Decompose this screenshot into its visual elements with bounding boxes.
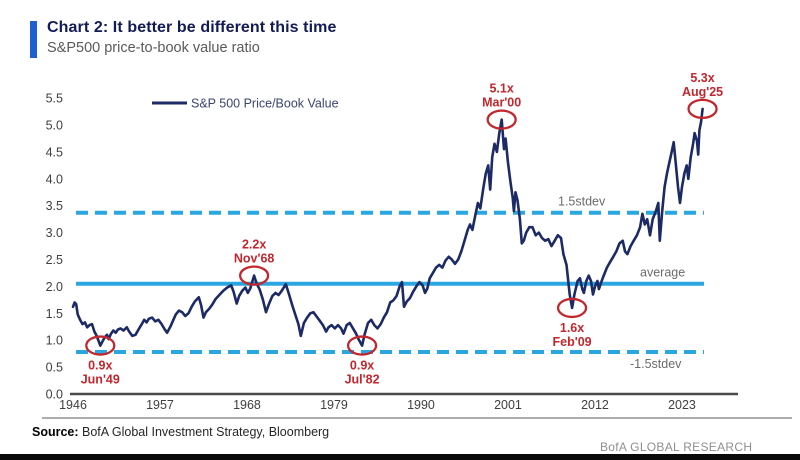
annotation-date-label: Feb'09	[553, 335, 592, 349]
annotation-date-label: Nov'68	[234, 252, 275, 266]
reference-lines-group	[76, 210, 704, 355]
y-tick-label: 0.0	[46, 388, 63, 402]
source-note: Source: BofA Global Investment Strategy,…	[32, 425, 329, 439]
x-tick-label: 2012	[581, 398, 609, 412]
y-axis-tick-labels: 0.0 0.5 1.0 1.5 2.0 2.5 3.0 3.5 4.0 4.5 5.0 5.5	[46, 92, 63, 402]
annotation-date-label: Aug'25	[682, 85, 723, 99]
y-tick-label: 3.0	[46, 226, 63, 240]
reference-line-labels: 1.5stdev average -1.5stdev	[558, 195, 685, 371]
y-tick-label: 1.5	[46, 307, 63, 321]
bottom-black-bar	[0, 454, 800, 460]
title-accent-bar	[30, 21, 37, 58]
annotation-date-label: Mar'00	[482, 96, 521, 110]
annotation-date-label: Jun'49	[81, 373, 120, 387]
y-tick-label: 2.0	[46, 280, 63, 294]
annotation-circle-Aug25	[687, 98, 718, 120]
annotation-circle-Mar00	[486, 109, 517, 130]
footer-divider	[42, 417, 792, 419]
x-axis-tick-labels: 1946 1957 1968 1979 1990 2001 2012 2023	[59, 398, 696, 412]
legend-label: S&P 500 Price/Book Value	[191, 97, 339, 111]
annotation-circle-Feb09	[556, 297, 588, 319]
annotations-group: 0.9xJun'492.2xNov'680.9xJul'825.1xMar'00…	[81, 71, 723, 387]
y-tick-label: 5.0	[46, 119, 63, 133]
annotation-value-label: 5.1x	[489, 82, 513, 96]
y-tick-label: 1.0	[46, 334, 63, 348]
annotation-value-label: 0.9x	[88, 359, 112, 373]
source-text: BofA Global Investment Strategy, Bloombe…	[78, 425, 330, 439]
x-tick-label: 1957	[146, 398, 174, 412]
chart-subtitle: S&P500 price-to-book value ratio	[47, 40, 260, 56]
annotation-value-label: 5.3x	[690, 71, 714, 85]
annotation-date-label: Jul'82	[345, 373, 380, 387]
y-tick-label: 4.5	[46, 145, 63, 159]
x-tick-label: 1946	[59, 398, 87, 412]
x-tick-label: 1990	[407, 398, 435, 412]
annotation-value-label: 1.6x	[560, 321, 584, 335]
reference-label-average: average	[640, 266, 685, 280]
reference-label-lower-stdev: -1.5stdev	[630, 357, 682, 371]
series-line	[71, 107, 704, 347]
y-tick-label: 3.5	[46, 199, 63, 213]
annotation-circle-Nov68	[238, 265, 270, 286]
annotation-value-label: 2.2x	[242, 238, 266, 252]
brand-mark: BofA GLOBAL RESEARCH	[600, 440, 753, 454]
annotation-value-label: 0.9x	[350, 359, 374, 373]
source-label: Source:	[32, 425, 79, 439]
x-tick-label: 2001	[494, 398, 522, 412]
y-tick-label: 0.5	[46, 361, 63, 375]
x-tick-label: 1979	[320, 398, 348, 412]
annotation-circle-Jul82	[346, 335, 378, 356]
y-tick-label: 2.5	[46, 253, 63, 267]
legend: S&P 500 Price/Book Value	[152, 97, 339, 111]
y-tick-label: 4.0	[46, 172, 63, 186]
reference-label-upper-stdev: 1.5stdev	[558, 195, 606, 209]
y-tick-label: 5.5	[46, 92, 63, 106]
annotation-circle-Jun49	[85, 335, 116, 356]
x-tick-label: 2023	[668, 398, 696, 412]
chart-title: Chart 2: It better be different this tim…	[47, 19, 337, 36]
x-tick-label: 1968	[233, 398, 261, 412]
